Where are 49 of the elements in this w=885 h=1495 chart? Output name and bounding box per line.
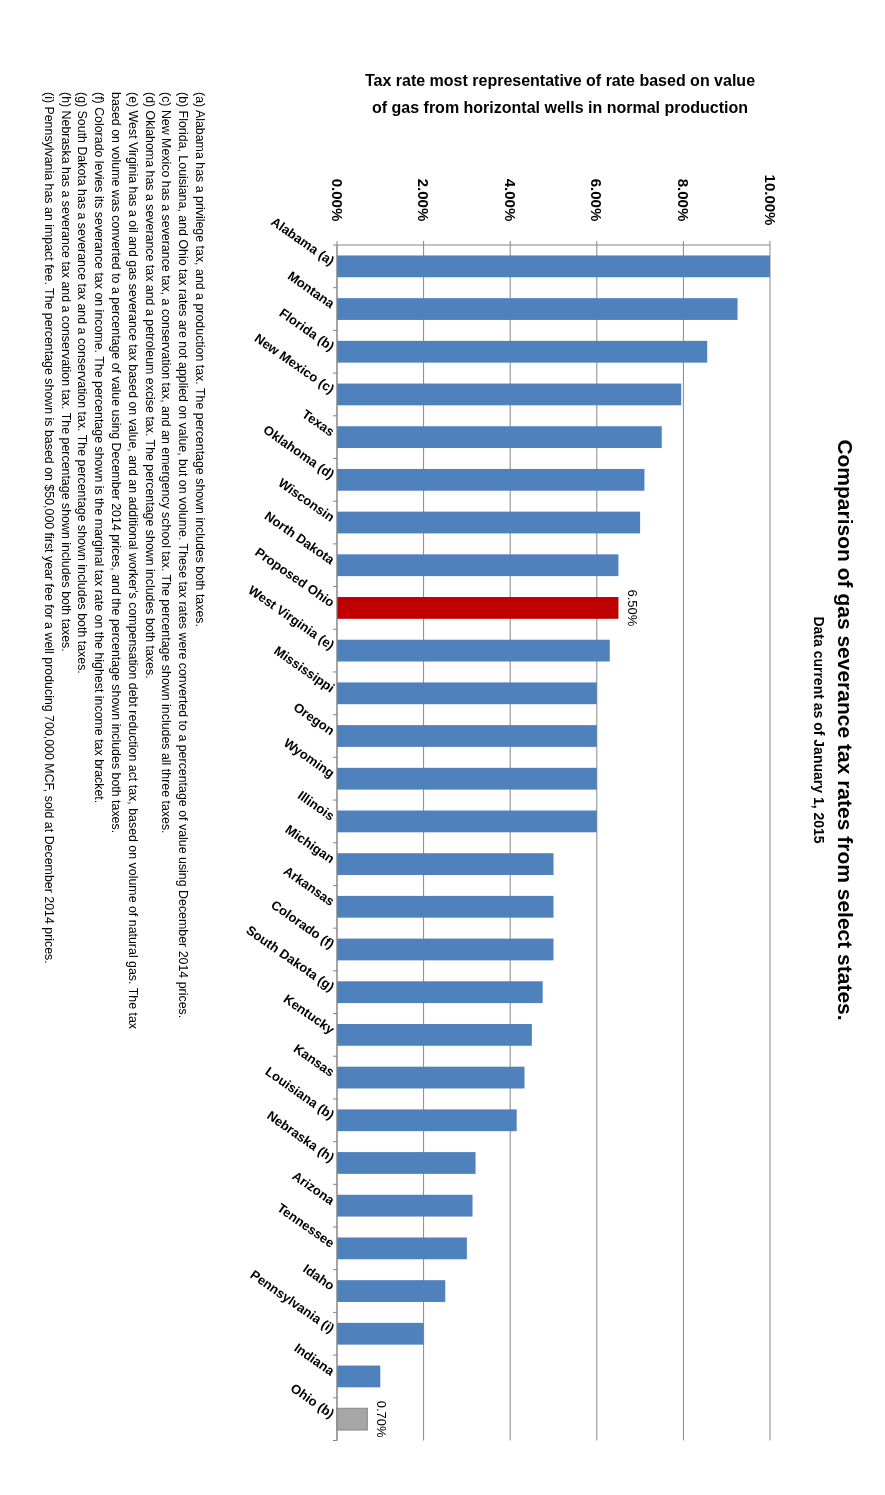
bar [337, 1280, 446, 1302]
x-tick-label: 6.00% [588, 178, 606, 222]
bar [337, 1024, 532, 1046]
text: (d) Oklahoma has a severance tax and a petroleum excise tax. The percentage shown includes both taxes. [142, 92, 157, 679]
bar [337, 468, 645, 491]
bar [337, 597, 619, 619]
text: (i) Pennsylvania has an impact fee. The percentage shown is based on $50,000 first year fee for a well producing 700,000 MCF, sold at December 2014 prices. [41, 92, 56, 964]
bar [337, 853, 554, 875]
bar [337, 981, 543, 1004]
bar [337, 1194, 473, 1217]
bar [337, 938, 554, 961]
bar [337, 1109, 517, 1132]
bar [337, 810, 597, 833]
y-tick-label: Ohio (b) [287, 1380, 338, 1422]
text: (g) South Dakota has a severance tax and a conservation tax. The percentage shown includes both taxes. [75, 92, 90, 674]
text: based on volume was converted to a percentage of value using December 2014 prices, and the percentage shown includes both taxes. [109, 92, 123, 834]
text: (f) Colorado levies its severance tax on income. The percentage shown is the marginal tax rate on the highest income tax bracket. [92, 92, 107, 804]
bar [337, 1365, 381, 1388]
bar [337, 1152, 476, 1174]
y-axis-title: Tax rate most representative of rate based on value of gas from horizontal wells in normal production [364, 72, 756, 116]
x-tick-label: 8.00% [674, 178, 692, 222]
bar [337, 1237, 467, 1260]
text: (c) New Mexico has a severance tax, a conservation tax, and an emergency school tax. The percentage shown includes all three taxes. [159, 92, 174, 834]
bar [337, 1066, 525, 1089]
bar [337, 682, 597, 705]
bar [337, 725, 597, 747]
data-label: 0.70% [373, 1400, 389, 1439]
text: (a) Alabama has a privilege tax, and a production tax. The percentage shown includes both taxes. [193, 92, 207, 627]
bar [337, 767, 597, 790]
bar [337, 511, 641, 534]
bar [337, 383, 682, 406]
bar [337, 426, 662, 449]
x-tick-label: 0.00% [328, 178, 346, 222]
x-tick-label: 10.00% [761, 174, 779, 226]
x-tick-label: 4.00% [501, 178, 519, 222]
bar [337, 340, 708, 363]
bar [337, 298, 738, 320]
bar [337, 895, 554, 918]
text: (b) Florida, Louisiana, and Ohio tax rates are not applied on value, but on volume. These tax rates were converted to a percentage of value using December 2014 prices. [176, 92, 191, 1019]
bar [337, 255, 770, 278]
data-label: 6.50% [624, 589, 640, 627]
text: Comparison of gas severance tax rates from select states. [833, 439, 857, 1021]
text: (h) Nebraska has a severance tax and a conservation tax. The percentage shown includes both taxes. [58, 92, 73, 652]
bar [337, 639, 610, 662]
bar [337, 1322, 424, 1345]
x-tick-label: 2.00% [415, 178, 433, 222]
text: Data current as of January 1, 2015 [811, 616, 827, 844]
bar [337, 554, 619, 577]
text: (e) West Virginia has a oil and gas severance tax based on value, and an additional worker's compensation debt reduction act tax, based on volume of natural gas. The tax [125, 92, 140, 1030]
